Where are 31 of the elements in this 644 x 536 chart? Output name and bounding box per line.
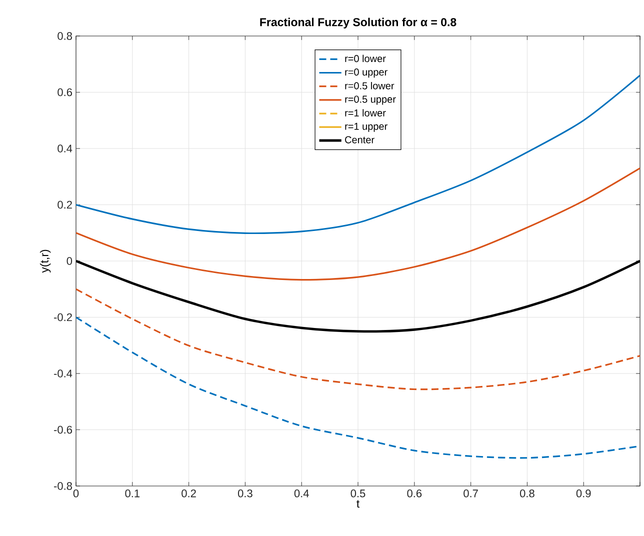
legend-label: r=1 lower bbox=[345, 109, 386, 117]
y-tick-label: -0.2 bbox=[54, 313, 72, 322]
y-tick-label: -0.4 bbox=[54, 370, 72, 378]
y-tick-label: 0.2 bbox=[58, 200, 72, 209]
y-tick-label: 0.4 bbox=[58, 144, 72, 152]
x-axis-title: t bbox=[356, 500, 360, 508]
x-tick-label: 0.3 bbox=[238, 490, 252, 498]
legend-label: r=0 upper bbox=[345, 68, 388, 78]
x-tick-label: 0.9 bbox=[576, 490, 591, 498]
legend-label: Center bbox=[345, 136, 374, 144]
line-series bbox=[76, 288, 640, 390]
line-series bbox=[76, 167, 640, 281]
y-tick-label: -0.6 bbox=[54, 426, 72, 434]
y-axis-title: y(t,r) bbox=[40, 250, 51, 273]
x-tick-label: 0.8 bbox=[520, 490, 534, 498]
chart-title: Fractional Fuzzy Solution for α = 0.8 bbox=[260, 18, 456, 29]
x-tick-label: 0.4 bbox=[294, 490, 309, 498]
x-tick-label: 0.6 bbox=[407, 490, 422, 498]
y-tick-label: 0.6 bbox=[58, 88, 72, 96]
x-tick-label: 0.1 bbox=[125, 490, 140, 498]
legend-label: r=0.5 upper bbox=[345, 96, 396, 105]
legend-label: r=0.5 lower bbox=[345, 82, 394, 90]
y-tick-label: -0.8 bbox=[54, 482, 72, 490]
x-tick-label: 0.2 bbox=[182, 490, 196, 498]
x-tick-label: 0 bbox=[73, 490, 79, 498]
legend-label: r=0 lower bbox=[345, 54, 386, 62]
legend-label: r=1 upper bbox=[345, 122, 388, 132]
x-tick-label: 0.5 bbox=[350, 490, 366, 498]
y-tick-label: 0.8 bbox=[58, 32, 72, 40]
y-tick-label: 0 bbox=[66, 257, 72, 265]
x-tick-label: 0.7 bbox=[464, 490, 478, 498]
